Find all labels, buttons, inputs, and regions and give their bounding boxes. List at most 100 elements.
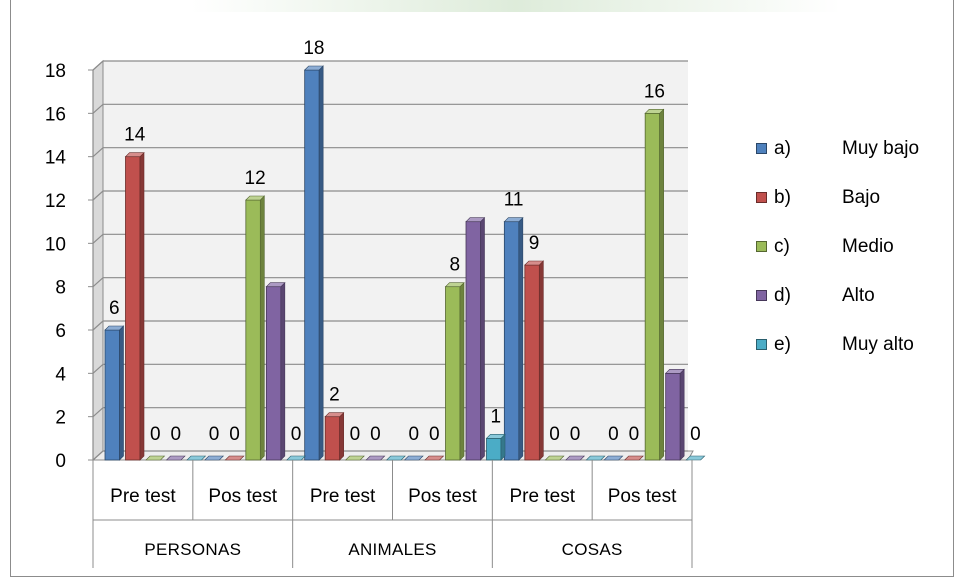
bar-front	[524, 264, 540, 461]
bar-top	[485, 434, 506, 439]
gridline	[92, 233, 688, 244]
bar-top	[324, 412, 345, 417]
legend-item: e) Muy alto	[750, 334, 955, 358]
bar-flat	[344, 455, 365, 461]
bar-front	[486, 437, 502, 461]
bar-side	[459, 281, 465, 461]
bar	[685, 455, 706, 461]
gridline	[92, 103, 688, 114]
bar	[503, 216, 524, 461]
legend-item: c) Medio	[750, 236, 955, 260]
bar	[444, 281, 465, 461]
bar-side	[659, 108, 664, 461]
y-tick-label: 10	[45, 234, 66, 255]
legend-key: e)	[774, 334, 791, 355]
legend-swatch	[756, 143, 767, 154]
bar-front	[104, 329, 120, 461]
bar	[524, 260, 545, 461]
bar-flat	[623, 455, 644, 461]
y-tick-label: 6	[55, 321, 66, 342]
bar-top	[245, 195, 266, 201]
y-tick-label: 12	[45, 191, 66, 212]
category-label: Pre test	[310, 486, 376, 507]
bar-flat	[403, 455, 424, 461]
legend-label: Muy alto	[842, 334, 914, 355]
data-label: 1	[490, 406, 501, 427]
bar-top	[104, 325, 125, 331]
data-label: 0	[350, 424, 361, 445]
bar	[104, 325, 125, 461]
bar-top	[664, 369, 685, 374]
bar-side	[679, 368, 685, 461]
gridline	[92, 147, 688, 158]
legend-key: a)	[774, 138, 791, 159]
bar-front	[125, 156, 141, 461]
legend-label: Bajo	[842, 187, 881, 208]
bar	[324, 411, 345, 461]
bar	[623, 455, 644, 461]
data-label: 14	[124, 125, 146, 146]
data-label: 8	[449, 255, 460, 276]
category-label: Pos test	[208, 486, 277, 507]
data-label: 6	[109, 298, 120, 319]
data-label: 0	[291, 424, 302, 445]
bar-top	[303, 65, 324, 71]
bar-flat	[365, 455, 386, 461]
bar	[403, 455, 424, 461]
legend-key: c)	[774, 236, 790, 257]
bar	[603, 455, 624, 461]
y-tick-label: 18	[45, 61, 66, 82]
plot-side-wall	[92, 59, 104, 462]
bar-top	[265, 282, 286, 287]
bar-side	[500, 433, 506, 461]
bar-side	[339, 411, 344, 461]
group-label: ANIMALES	[348, 540, 436, 559]
y-tick-label: 4	[55, 364, 66, 385]
bar-top	[444, 282, 465, 287]
data-label: 0	[429, 424, 440, 445]
category-label: Pre test	[110, 486, 176, 507]
bar-flat	[544, 455, 565, 461]
data-label: 0	[570, 424, 581, 445]
bar	[644, 108, 665, 461]
legend-key: d)	[774, 285, 791, 306]
bar-side	[518, 216, 524, 461]
legend-item: a) Muy bajo	[750, 138, 955, 162]
watermark-band	[191, 0, 841, 12]
data-label: 16	[644, 81, 665, 102]
bar-top	[124, 152, 145, 157]
bar-flat	[585, 455, 606, 461]
data-label: 0	[549, 424, 560, 445]
bar-top	[644, 109, 665, 114]
legend-item: d) Alto	[750, 285, 955, 309]
data-label: 0	[408, 424, 419, 445]
data-label: 0	[629, 424, 640, 445]
legend-swatch	[756, 241, 767, 252]
bar-flat	[286, 455, 307, 461]
bar-side	[139, 151, 145, 461]
y-tick-label: 0	[55, 451, 66, 472]
bar-flat	[424, 455, 445, 461]
y-tick-label: 2	[55, 408, 66, 429]
bar-top	[503, 217, 524, 222]
bar	[565, 455, 586, 461]
gridline	[92, 363, 688, 374]
bar-front	[304, 69, 320, 461]
category-label: Pos test	[408, 486, 477, 507]
bar-flat	[565, 455, 586, 461]
group-label: COSAS	[562, 540, 623, 559]
bar-flat	[685, 455, 706, 461]
bar-side	[539, 260, 544, 461]
legend-swatch	[756, 339, 767, 350]
bar	[664, 368, 685, 461]
bar-front	[245, 199, 261, 461]
bar	[265, 281, 286, 461]
legend-key: b)	[774, 187, 791, 208]
bar	[424, 455, 445, 461]
data-label: 0	[170, 424, 181, 445]
data-label: 11	[504, 190, 524, 211]
bar-side	[280, 281, 286, 461]
data-label: 0	[608, 424, 619, 445]
legend-label: Medio	[842, 236, 894, 257]
bar-flat	[186, 455, 207, 461]
